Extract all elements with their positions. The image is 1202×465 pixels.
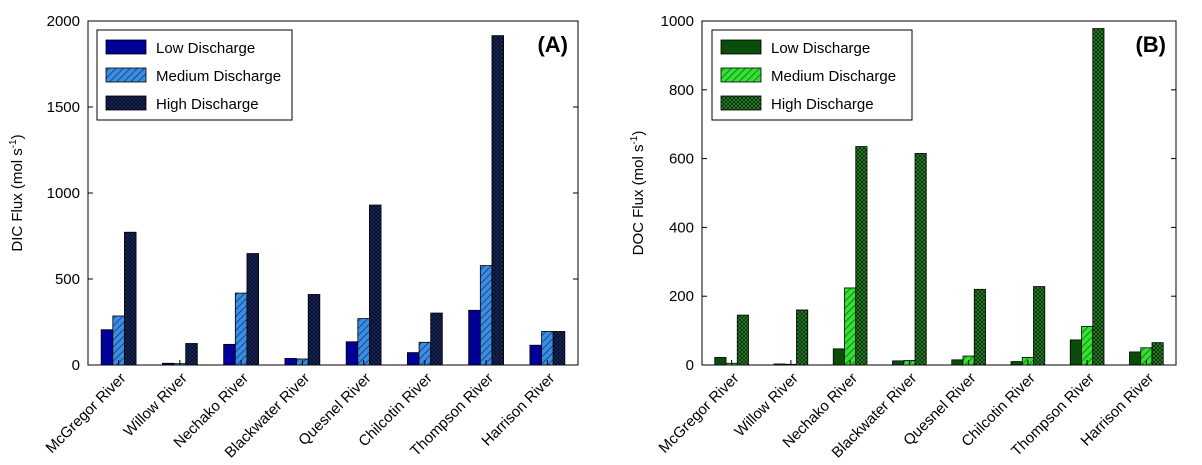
x-tick-label: McGregor River <box>43 370 130 457</box>
y-tick-label: 1000 <box>661 13 694 30</box>
legend-entry: Medium Discharge <box>771 68 896 85</box>
bar-low-discharge <box>892 360 905 366</box>
bar-low-discharge <box>1069 339 1082 366</box>
bar-high-discharge <box>185 343 198 366</box>
panel-label: (B) <box>1135 32 1166 57</box>
y-tick-label: 600 <box>669 151 694 168</box>
bar-low-discharge <box>407 352 420 366</box>
bar-high-discharge <box>736 314 749 366</box>
bar-low-discharge <box>345 341 359 366</box>
legend: Low Discharge Medium Discharge High Discha… <box>711 29 913 121</box>
bar-high-discharge <box>307 294 321 366</box>
bar-low-discharge <box>284 358 297 366</box>
bar-low-discharge <box>100 329 114 366</box>
bar-medium-discharge <box>1081 326 1094 366</box>
bar-low-discharge <box>162 362 175 366</box>
bar-low-discharge <box>223 343 236 366</box>
panel-label: (A) <box>537 32 568 57</box>
bar-low-discharge <box>1010 361 1023 366</box>
bar-high-discharge <box>430 312 443 366</box>
y-tick-label: 0 <box>72 357 80 374</box>
legend-swatch <box>105 67 147 83</box>
bar-high-discharge <box>369 204 382 366</box>
y-axis-label: DOC Flux (mol s-1) <box>629 131 647 256</box>
bar-high-discharge <box>855 146 868 366</box>
bar-low-discharge <box>773 363 786 366</box>
y-axis: 0 500 1000 1500 2000 <box>47 13 578 374</box>
legend-swatch <box>105 95 147 111</box>
bar-low-discharge <box>714 357 727 366</box>
y-axis-label: DIC Flux (mol s-1) <box>8 134 26 251</box>
legend-entry: Low Discharge <box>771 40 870 57</box>
bar-low-discharge <box>468 309 481 366</box>
bar-high-discharge <box>914 153 927 366</box>
bar-medium-discharge <box>844 287 857 366</box>
legend-entry: High Discharge <box>156 96 259 113</box>
bar-medium-discharge <box>479 265 493 366</box>
bar-high-discharge <box>552 331 566 366</box>
y-tick-label: 1500 <box>47 99 80 116</box>
bar-high-discharge <box>1033 286 1046 366</box>
y-tick-label: 0 <box>686 357 694 374</box>
bar-high-discharge <box>1151 342 1164 366</box>
bars-group <box>714 28 1164 366</box>
bar-medium-discharge <box>541 331 554 366</box>
legend-entry: Low Discharge <box>156 40 255 57</box>
bar-high-discharge <box>491 35 504 366</box>
bar-low-discharge <box>1129 351 1142 366</box>
bar-low-discharge <box>832 348 845 366</box>
bar-high-discharge <box>246 253 259 366</box>
y-tick-label: 2000 <box>47 13 80 30</box>
bar-high-discharge <box>973 288 986 366</box>
bar-high-discharge <box>1092 28 1105 366</box>
bar-low-discharge <box>951 359 964 366</box>
bars-group <box>100 35 566 366</box>
bar-low-discharge <box>529 344 542 366</box>
y-tick-label: 400 <box>669 219 694 236</box>
legend-entry: High Discharge <box>771 96 874 113</box>
legend-swatch <box>105 39 147 55</box>
y-tick-label: 1000 <box>47 185 80 202</box>
bar-medium-discharge <box>234 292 248 366</box>
legend-swatch <box>720 95 762 111</box>
bar-medium-discharge <box>357 318 370 366</box>
legend-entry: Medium Discharge <box>156 68 281 85</box>
legend: Low Discharge Medium Discharge High Discha… <box>96 29 293 121</box>
y-tick-label: 200 <box>669 288 694 305</box>
x-tick-label: McGregor River <box>656 370 743 457</box>
bar-high-discharge <box>796 309 809 366</box>
y-tick-label: 500 <box>55 271 80 288</box>
y-axis: 0 200 400 600 800 1000 <box>661 13 1176 374</box>
legend-swatch <box>720 39 762 55</box>
plot-frame <box>701 20 1177 366</box>
bar-high-discharge <box>124 231 137 366</box>
legend-swatch <box>720 67 762 83</box>
bar-medium-discharge <box>112 315 125 366</box>
y-tick-label: 800 <box>669 82 694 99</box>
